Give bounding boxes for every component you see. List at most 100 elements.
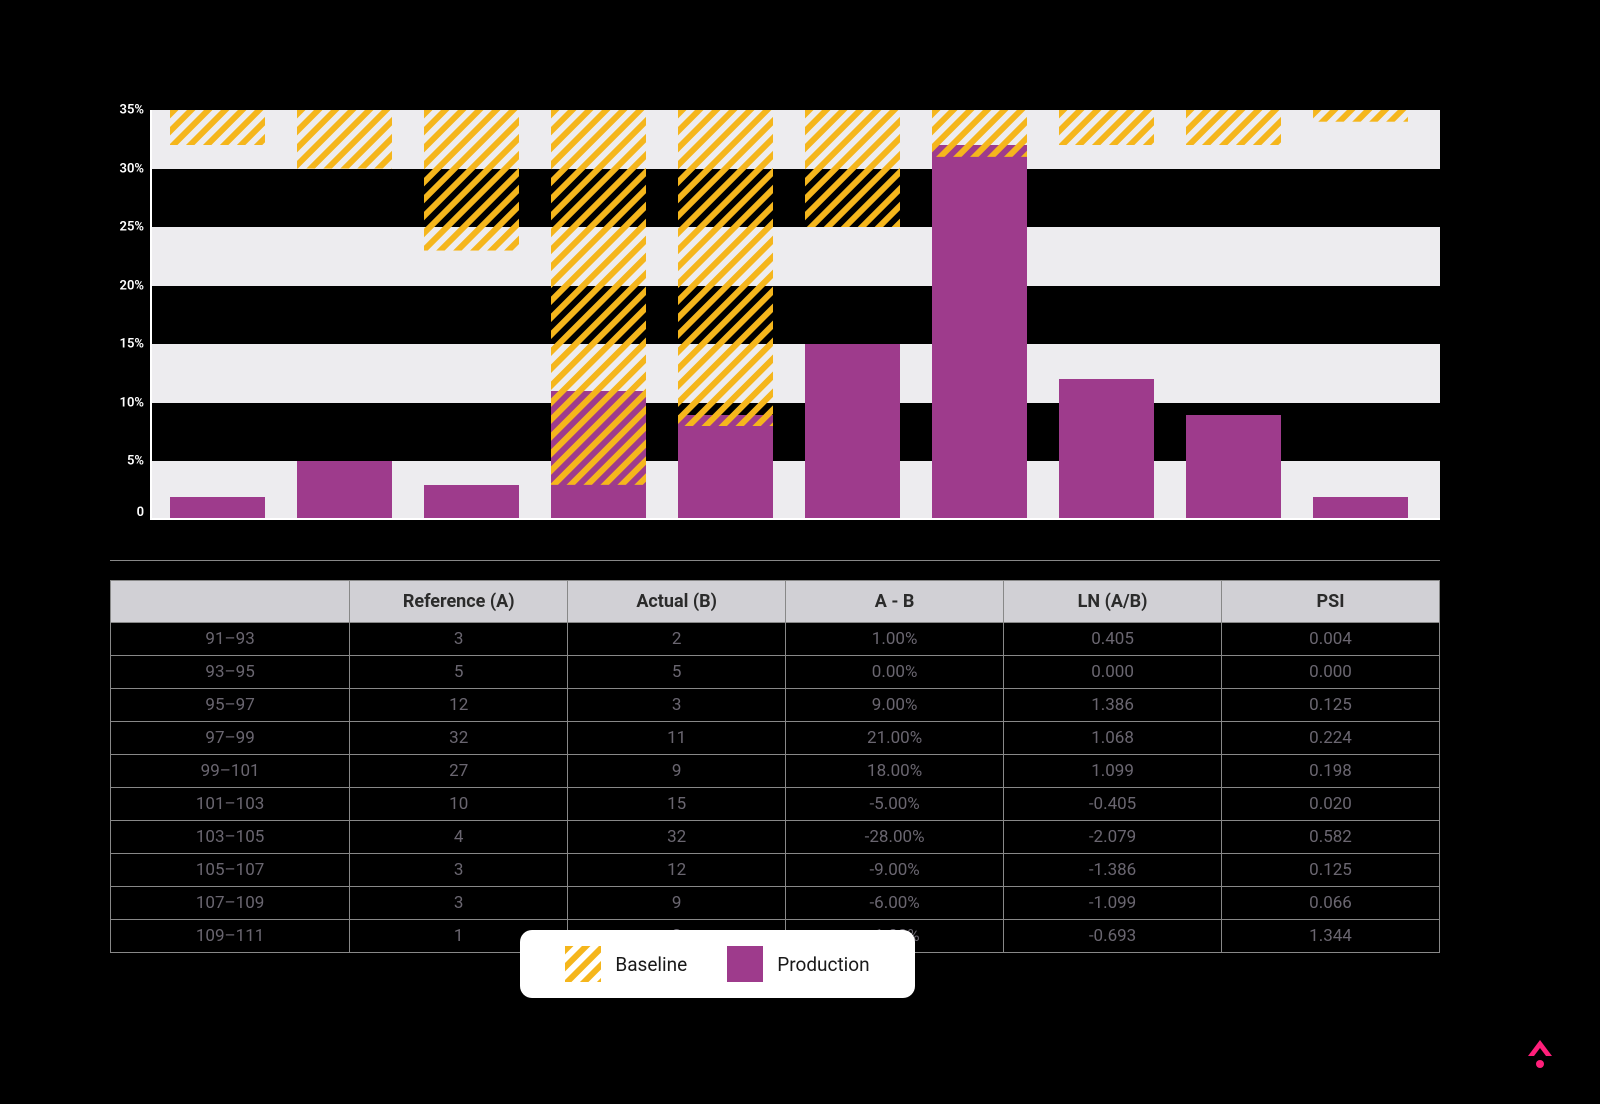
table-cell: 0.125 — [1222, 689, 1440, 722]
table-cell: 95–97 — [111, 689, 350, 722]
table-cell: 107–109 — [111, 887, 350, 920]
table-cell: 4 — [350, 821, 568, 854]
production-swatch — [727, 946, 763, 982]
table-cell: 18.00% — [786, 755, 1004, 788]
legend-item-production: Production — [727, 946, 869, 982]
table-cell: 32 — [568, 821, 786, 854]
bar-production — [1313, 497, 1408, 520]
table-cell: 0.125 — [1222, 854, 1440, 887]
table-cell: 91–93 — [111, 623, 350, 656]
table-cell: 0.020 — [1222, 788, 1440, 821]
table-row: 107–10939-6.00%-1.0990.066 — [111, 887, 1440, 920]
table-cell: 9 — [568, 887, 786, 920]
y-tick-label: 0 — [137, 505, 144, 520]
table-cell: 1.068 — [1004, 722, 1222, 755]
y-tick-label: 25% — [120, 220, 144, 235]
table-cell: 0.198 — [1222, 755, 1440, 788]
table-cell: 1.00% — [786, 623, 1004, 656]
table-cell: 3 — [350, 854, 568, 887]
table-cell: -0.405 — [1004, 788, 1222, 821]
table-cell: 3 — [568, 689, 786, 722]
table-cell: 27 — [350, 755, 568, 788]
table-cell: 5 — [350, 656, 568, 689]
table-row: 101–1031015-5.00%-0.4050.020 — [111, 788, 1440, 821]
table-header-cell: A - B — [786, 581, 1004, 623]
legend-label-baseline: Baseline — [615, 953, 687, 976]
bar-baseline — [551, 110, 646, 485]
table-cell: -6.00% — [786, 887, 1004, 920]
bar-baseline — [1059, 110, 1154, 145]
table-cell: 12 — [568, 854, 786, 887]
bar-baseline — [678, 110, 773, 426]
table-row: 95–971239.00%1.3860.125 — [111, 689, 1440, 722]
table-cell: 0.00% — [786, 656, 1004, 689]
table-cell: -2.079 — [1004, 821, 1222, 854]
y-axis-line — [150, 110, 152, 520]
table-cell: -1.386 — [1004, 854, 1222, 887]
table-cell: 10 — [350, 788, 568, 821]
table-cell: 3 — [350, 887, 568, 920]
table-cell: 103–105 — [111, 821, 350, 854]
table-cell: 11 — [568, 722, 786, 755]
table-cell: 0.582 — [1222, 821, 1440, 854]
table-cell: 1.099 — [1004, 755, 1222, 788]
table-row: 103–105432-28.00%-2.0790.582 — [111, 821, 1440, 854]
y-tick-label: 5% — [127, 454, 144, 469]
table-cell: 0.405 — [1004, 623, 1222, 656]
divider — [110, 560, 1440, 561]
chart-legend: Baseline Production — [520, 930, 915, 998]
y-tick-label: 35% — [120, 103, 144, 118]
bar-baseline — [805, 110, 900, 227]
bar-production — [170, 497, 265, 520]
table-cell: 21.00% — [786, 722, 1004, 755]
table-row: 91–93321.00%0.4050.004 — [111, 623, 1440, 656]
table-row: 93–95550.00%0.0000.000 — [111, 656, 1440, 689]
bar-production — [932, 145, 1027, 520]
table-header-cell: Actual (B) — [568, 581, 786, 623]
table-header-cell: LN (A/B) — [1004, 581, 1222, 623]
table-cell: 32 — [350, 722, 568, 755]
table-cell: 12 — [350, 689, 568, 722]
y-tick-label: 10% — [120, 395, 144, 410]
table-cell: 0.066 — [1222, 887, 1440, 920]
table-cell: -0.693 — [1004, 920, 1222, 953]
table-header-cell: PSI — [1222, 581, 1440, 623]
table-cell: 97–99 — [111, 722, 350, 755]
table-cell: 1.386 — [1004, 689, 1222, 722]
psi-table: Reference (A)Actual (B)A - BLN (A/B)PSI … — [110, 580, 1440, 953]
table-cell: 9.00% — [786, 689, 1004, 722]
table-cell: 15 — [568, 788, 786, 821]
bar-production — [424, 485, 519, 520]
table-cell: 1.344 — [1222, 920, 1440, 953]
table-cell: 9 — [568, 755, 786, 788]
y-tick-label: 30% — [120, 161, 144, 176]
bar-production — [805, 344, 900, 520]
table-cell: -5.00% — [786, 788, 1004, 821]
bar-production — [1059, 379, 1154, 520]
y-axis: 05%10%15%20%25%30%35% — [110, 110, 150, 520]
baseline-swatch — [565, 946, 601, 982]
bar-production — [1186, 415, 1281, 520]
table-header-cell: Reference (A) — [350, 581, 568, 623]
table-cell: 99–101 — [111, 755, 350, 788]
table-cell: -28.00% — [786, 821, 1004, 854]
table-row: 99–10127918.00%1.0990.198 — [111, 755, 1440, 788]
brand-logo-icon — [1520, 1034, 1560, 1074]
y-tick-label: 20% — [120, 278, 144, 293]
table-row: 97–99321121.00%1.0680.224 — [111, 722, 1440, 755]
table-cell: 3 — [350, 623, 568, 656]
table-cell: 5 — [568, 656, 786, 689]
table-cell: 105–107 — [111, 854, 350, 887]
table-cell: 0.004 — [1222, 623, 1440, 656]
table-header-cell — [111, 581, 350, 623]
table-cell: -9.00% — [786, 854, 1004, 887]
bar-baseline — [424, 110, 519, 251]
chart-bars — [150, 110, 1440, 520]
psi-bar-chart: 05%10%15%20%25%30%35% — [110, 110, 1440, 520]
table-cell: -1.099 — [1004, 887, 1222, 920]
bar-baseline — [932, 110, 1027, 157]
bar-production — [678, 415, 773, 520]
bar-baseline — [1186, 110, 1281, 145]
bar-baseline — [297, 110, 392, 169]
table-cell: 101–103 — [111, 788, 350, 821]
